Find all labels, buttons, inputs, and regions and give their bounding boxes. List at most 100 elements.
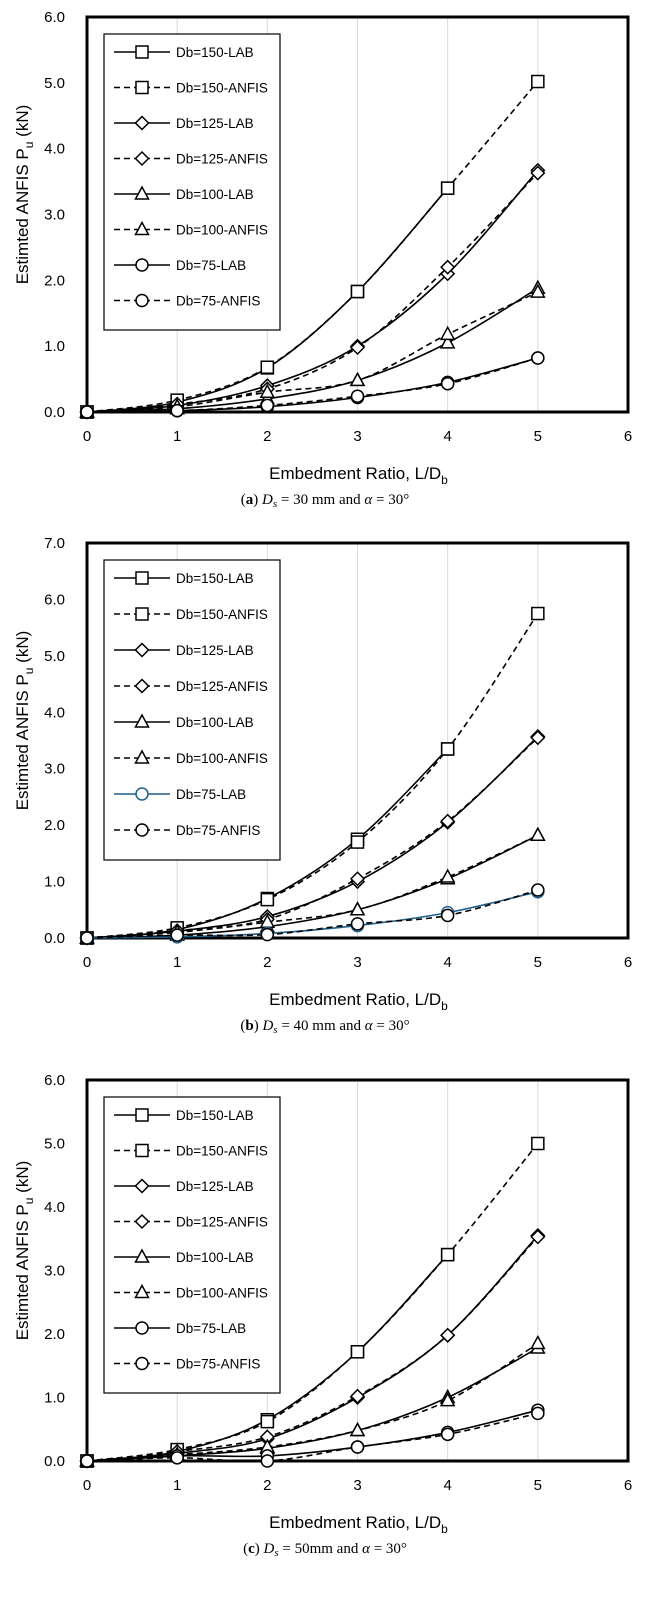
legend-item: Db=125-LAB xyxy=(114,1178,254,1194)
x-tick-label: 0 xyxy=(83,428,91,445)
circle-marker xyxy=(440,376,455,391)
caption-letter: c xyxy=(248,1541,255,1557)
circle-marker xyxy=(135,787,149,801)
legend-item: Db=125-LAB xyxy=(114,642,254,658)
y-tick-label: 5.0 xyxy=(44,1136,65,1153)
x-tick-label: 4 xyxy=(443,428,451,445)
square-marker xyxy=(135,45,149,59)
y-tick-label: 1.0 xyxy=(44,874,65,891)
chart-panel-b: 0.0 1.0 2.0 3.0 4.0 5.0 6.0 7.0 0 1 2 3 4 5 6 Embedment… xyxy=(13,535,632,1036)
x-tick-label: 0 xyxy=(83,1477,91,1494)
panel-caption: (b) Ds = 40 mm and α = 30° xyxy=(240,1018,409,1036)
y-tick-label: 6.0 xyxy=(44,591,65,608)
circle-marker xyxy=(170,403,184,418)
legend-box xyxy=(103,1096,281,1394)
x-tick-label: 5 xyxy=(534,954,542,971)
data-series xyxy=(80,351,545,419)
y-tick-label: 4.0 xyxy=(44,141,65,158)
series-line xyxy=(86,834,539,939)
caption-alpha-value: = 30° xyxy=(376,492,409,508)
legend-item: Db=125-ANFIS xyxy=(114,150,268,167)
series-line xyxy=(86,890,539,939)
legend-label: Db=100-LAB xyxy=(176,187,254,202)
diamond-marker xyxy=(530,1229,546,1245)
x-axis-label-sub: b xyxy=(441,1522,448,1536)
chart-panel-c: 0.0 1.0 2.0 3.0 4.0 5.0 6.0 0 1 2 3 4 5 6 Embedment Ra… xyxy=(13,1072,632,1559)
y-axis-label-main: Estimted ANFIS P xyxy=(13,148,32,284)
circle-marker xyxy=(170,1451,184,1465)
x-tick-label: 3 xyxy=(353,428,361,445)
y-tick-label: 2.0 xyxy=(44,817,65,834)
y-axis-label-sub: u xyxy=(22,1198,36,1205)
triangle-marker xyxy=(134,749,150,764)
square-marker xyxy=(440,1247,455,1262)
caption-ds-text: = 50mm and xyxy=(282,1541,358,1557)
series-line xyxy=(86,889,539,939)
caption-open: ( xyxy=(243,1541,248,1557)
x-axis-label-sub: b xyxy=(441,473,448,487)
circle-marker xyxy=(440,908,455,923)
diamond-marker xyxy=(134,150,150,167)
series-line xyxy=(86,1412,539,1463)
x-axis-label-main: Embedment Ratio, L/D xyxy=(269,990,441,1009)
y-axis-label-unit: (kN) xyxy=(13,631,32,668)
y-tick-label: 7.0 xyxy=(44,535,65,552)
x-tick-label: 4 xyxy=(443,954,451,971)
x-tick-label: 6 xyxy=(624,428,632,445)
series-line xyxy=(86,291,539,413)
legend-item: Db=125-ANFIS xyxy=(114,1213,268,1230)
legend-item: Db=150-LAB xyxy=(114,1108,254,1123)
legend: Db=150-LAB Db=150-ANFIS Db=125-LAB Db=125-A… xyxy=(103,33,281,331)
triangle-marker xyxy=(530,1334,546,1350)
legend-item: Db=150-LAB xyxy=(114,571,254,586)
legend-label: Db=150-LAB xyxy=(176,571,254,586)
x-tick-label: 2 xyxy=(263,1477,271,1494)
circle-marker xyxy=(260,927,275,942)
legend-label: Db=75-LAB xyxy=(176,1321,246,1336)
x-tick-label: 6 xyxy=(624,1477,632,1494)
caption-close: ) xyxy=(254,1018,263,1034)
square-marker xyxy=(260,360,275,374)
triangle-marker xyxy=(439,334,456,349)
x-axis-label: Embedment Ratio, L/Db xyxy=(269,464,448,487)
triangle-marker xyxy=(134,713,150,728)
y-tick-label: 6.0 xyxy=(44,1072,65,1089)
x-tick-label: 1 xyxy=(173,1477,181,1494)
legend-label: Db=150-ANFIS xyxy=(176,81,268,96)
diamond-marker xyxy=(440,1327,456,1343)
plot-frame xyxy=(85,15,630,414)
caption-ds-symbol: D xyxy=(261,492,273,508)
diamond-marker xyxy=(530,730,546,746)
legend-item: Db=100-LAB xyxy=(114,1248,254,1265)
y-tick-label: 0.0 xyxy=(44,404,65,421)
x-axis-label-main: Embedment Ratio, L/D xyxy=(269,464,441,483)
legend-label: Db=150-LAB xyxy=(176,45,254,60)
legend-label: Db=125-ANFIS xyxy=(176,152,268,167)
y-axis-label-sub: u xyxy=(22,142,36,149)
y-axis-label-main: Estimted ANFIS P xyxy=(13,674,32,810)
series-line xyxy=(86,1409,539,1462)
legend-item: Db=125-LAB xyxy=(114,115,254,131)
series-line xyxy=(86,1342,539,1462)
legend-item: Db=75-LAB xyxy=(114,1321,246,1336)
legend-label: Db=150-ANFIS xyxy=(176,1144,268,1159)
legend-label: Db=150-ANFIS xyxy=(176,607,268,622)
plot-frame xyxy=(85,1078,630,1463)
x-tick-label: 3 xyxy=(353,954,361,971)
chart-panel-a: 0.0 1.0 2.0 3.0 4.0 5.0 6.0 0 1 2 3 4 5 6 Embedment Ra… xyxy=(13,9,632,510)
legend-box xyxy=(103,559,281,861)
caption-ds-symbol: D xyxy=(263,1541,275,1557)
y-tick-label: 1.0 xyxy=(44,1390,65,1407)
square-marker xyxy=(350,284,365,299)
triangle-marker xyxy=(349,371,366,387)
circle-marker xyxy=(80,405,94,419)
square-marker xyxy=(135,571,149,585)
panel-caption: (a) Ds = 30 mm and α = 30° xyxy=(241,492,409,510)
legend-item: Db=125-ANFIS xyxy=(114,678,268,694)
legend-item: Db=100-ANFIS xyxy=(114,1283,268,1301)
caption-letter: b xyxy=(245,1018,253,1034)
diamond-marker xyxy=(134,1178,150,1194)
square-marker xyxy=(350,1345,365,1359)
legend-label: Db=100-LAB xyxy=(176,715,254,730)
caption-ds-symbol: D xyxy=(261,1018,273,1034)
